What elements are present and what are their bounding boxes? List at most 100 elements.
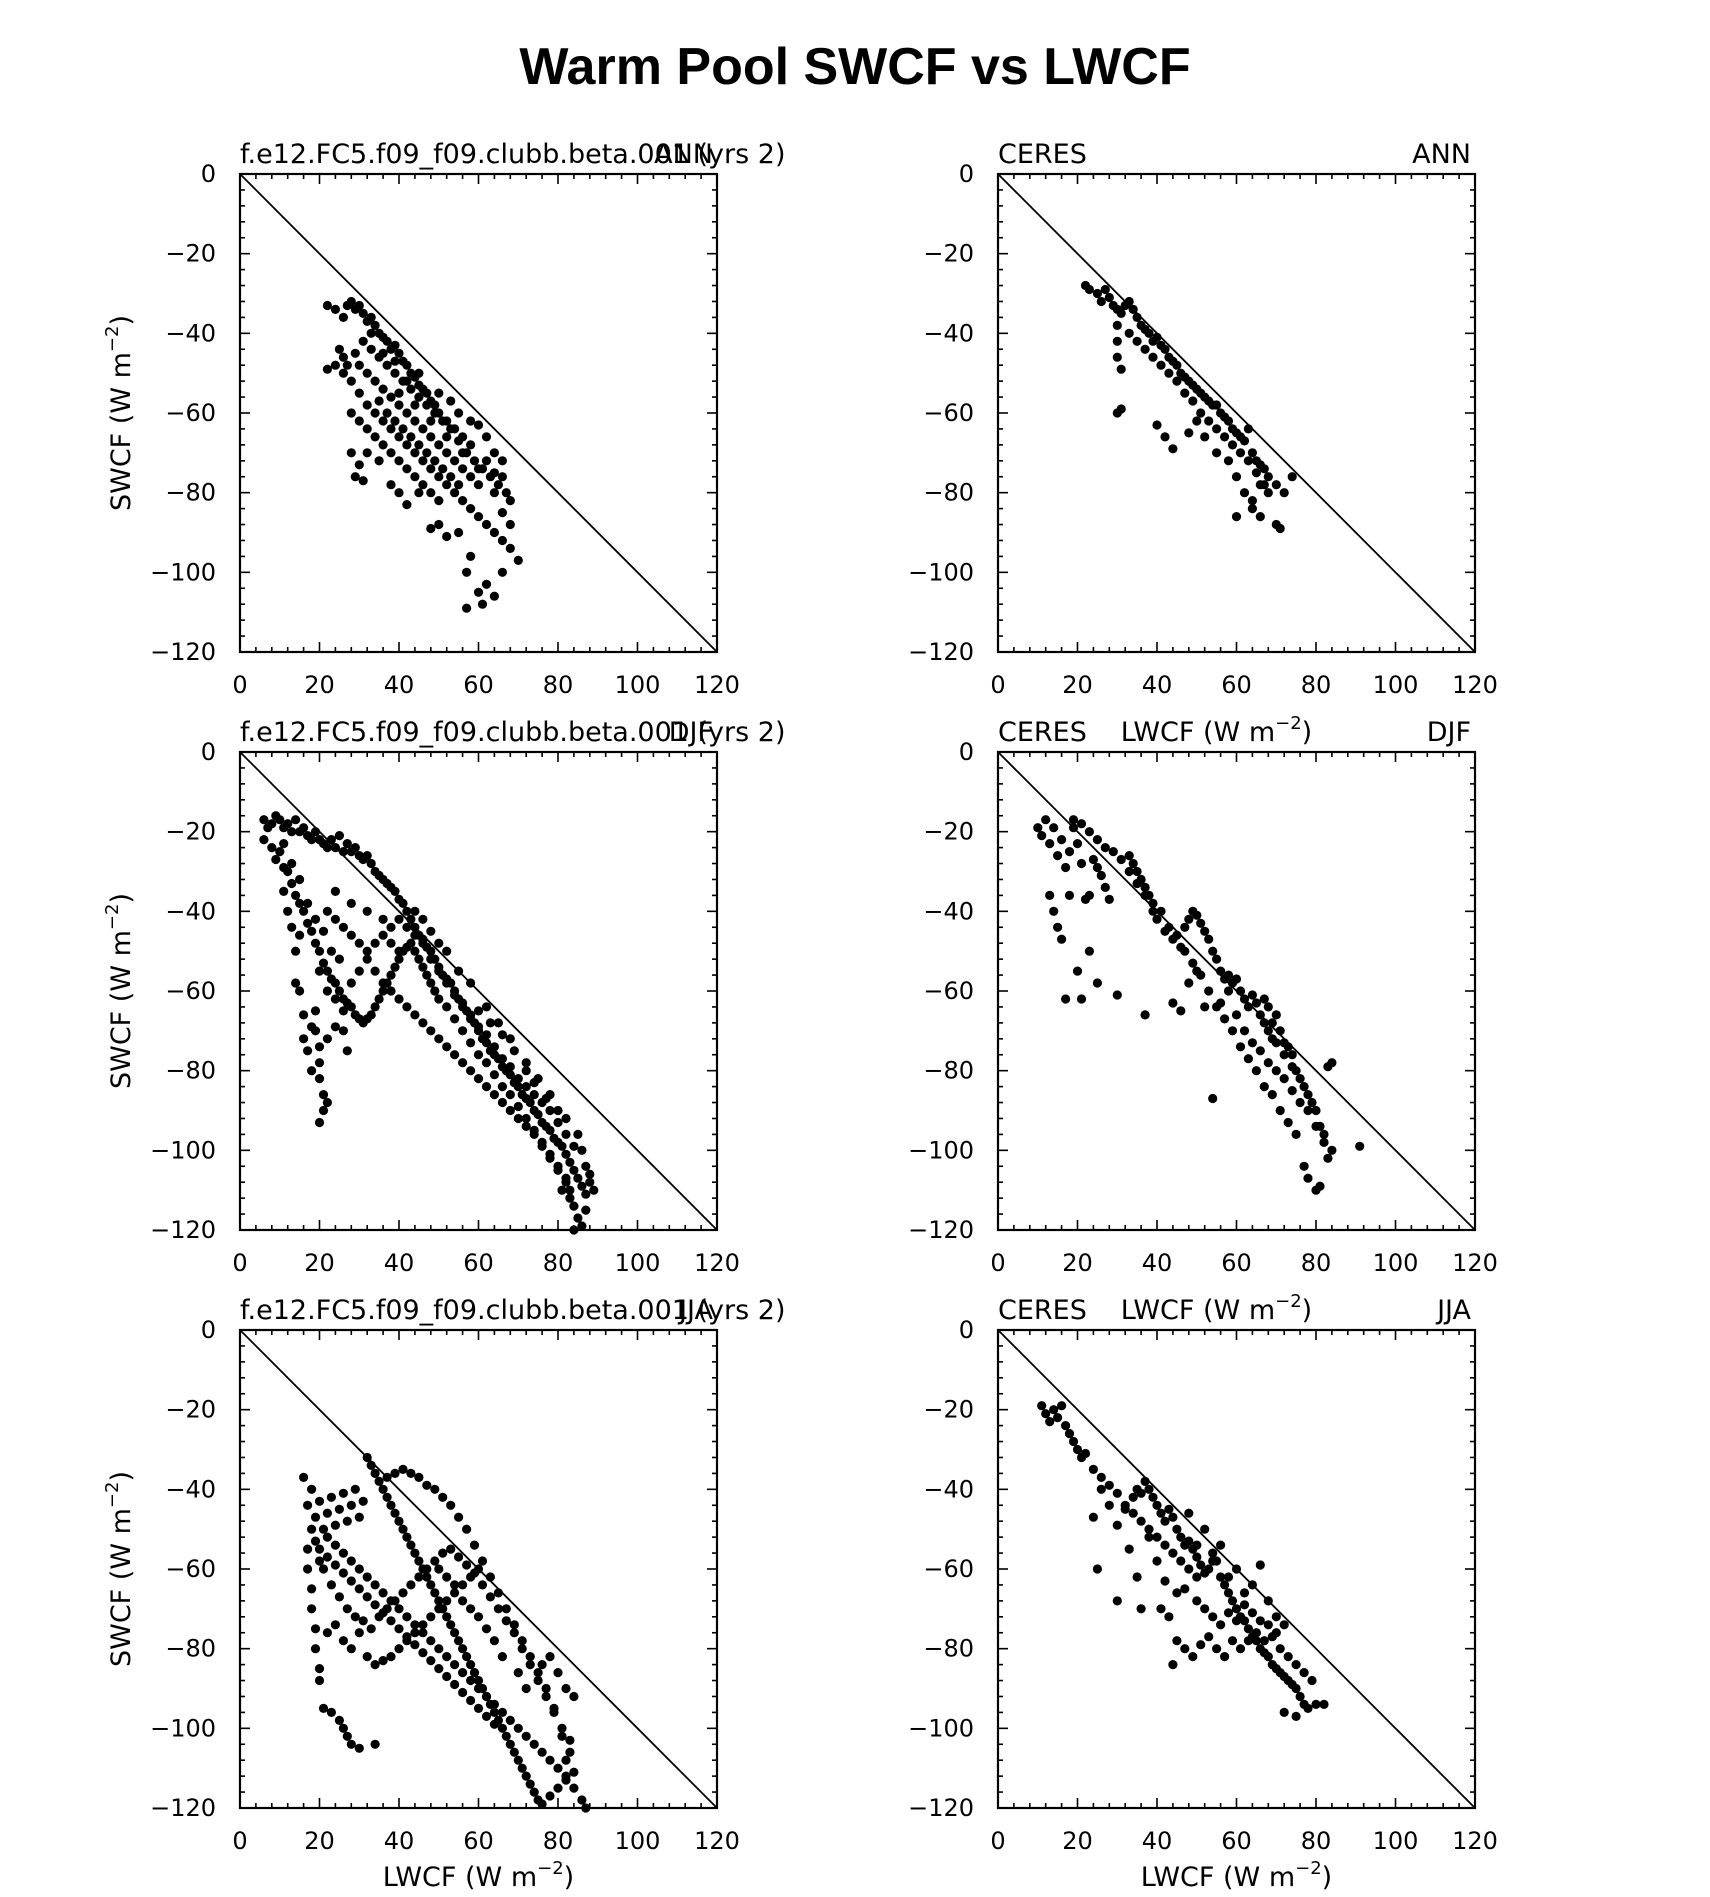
- data-point: [386, 424, 396, 434]
- data-point: [394, 348, 404, 358]
- data-point: [473, 1683, 484, 1694]
- data-point: [1160, 1516, 1170, 1526]
- data-point: [561, 1113, 571, 1124]
- data-point: [1156, 360, 1166, 370]
- x-tick-label: 80: [543, 1249, 574, 1277]
- data-point: [358, 476, 368, 486]
- data-point: [283, 866, 293, 877]
- y-tick-label: −100: [908, 558, 974, 586]
- x-tick-label: 20: [304, 1827, 335, 1855]
- data-point: [1164, 922, 1174, 932]
- data-point: [1299, 1668, 1309, 1678]
- data-point: [314, 1556, 325, 1566]
- data-point: [505, 543, 515, 554]
- data-point: [414, 368, 424, 378]
- data-point: [418, 456, 428, 466]
- data-point: [469, 1540, 480, 1550]
- data-points: [259, 811, 599, 1235]
- data-point: [1319, 1129, 1329, 1139]
- data-point: [291, 890, 301, 901]
- data-point: [477, 1580, 488, 1590]
- data-point: [581, 1205, 591, 1215]
- data-point: [450, 1588, 460, 1598]
- data-point: [1196, 918, 1206, 928]
- data-point: [1156, 1604, 1166, 1614]
- data-point: [346, 930, 356, 940]
- data-point: [1279, 1620, 1289, 1630]
- data-point: [366, 858, 376, 869]
- data-point: [1227, 1026, 1238, 1036]
- data-point: [569, 1783, 579, 1793]
- data-point: [310, 914, 321, 924]
- data-point: [537, 1747, 547, 1757]
- data-point: [334, 1504, 344, 1514]
- y-tick-label: −20: [165, 818, 216, 846]
- data-point: [418, 424, 428, 434]
- x-tick-label: 0: [990, 671, 1005, 699]
- data-point: [318, 1703, 329, 1713]
- data-point: [1033, 823, 1043, 833]
- data-point: [386, 1596, 396, 1606]
- panels: 0 20 40 60 80 100 120 0 −20 −40 −60 −80 −100 −120 f.e1…: [102, 139, 1498, 1893]
- data-point: [458, 1596, 468, 1606]
- data-point: [382, 336, 392, 346]
- x-tick-label: 60: [1221, 1827, 1252, 1855]
- data-point: [291, 946, 301, 956]
- data-point: [390, 416, 400, 426]
- data-point: [1231, 1604, 1242, 1614]
- data-point: [1208, 1548, 1218, 1558]
- x-tick-label: 0: [232, 1827, 247, 1855]
- x-tick-label: 0: [990, 1249, 1005, 1277]
- data-point: [1184, 978, 1194, 988]
- data-point: [1239, 1616, 1250, 1626]
- data-point: [414, 1472, 424, 1482]
- x-tick-label: 80: [543, 671, 574, 699]
- data-point: [1061, 1421, 1071, 1431]
- data-point: [370, 966, 380, 976]
- data-point: [450, 456, 460, 466]
- data-point: [1096, 296, 1106, 307]
- y-tick-label: −40: [165, 1475, 216, 1503]
- data-point: [326, 1580, 336, 1590]
- data-point: [442, 1612, 452, 1622]
- data-point: [322, 1508, 332, 1518]
- data-point: [1212, 448, 1222, 458]
- data-point: [513, 1723, 523, 1733]
- data-point: [1196, 970, 1206, 980]
- data-point: [402, 1532, 412, 1542]
- data-point: [318, 1105, 329, 1116]
- data-point: [1263, 1026, 1273, 1036]
- case-label: f.e12.FC5.f09_f09.clubb.beta.001 (yrs 2): [240, 139, 786, 170]
- data-point: [442, 978, 452, 988]
- data-point: [513, 1755, 523, 1765]
- data-point: [545, 1105, 555, 1116]
- data-point: [426, 416, 436, 426]
- x-tick-label: 80: [1301, 671, 1332, 699]
- data-point: [334, 831, 344, 841]
- data-point: [1259, 994, 1269, 1004]
- y-axis-title: SWCF (W m−2): [102, 893, 137, 1089]
- data-point: [434, 472, 444, 482]
- x-tick-label: 80: [1301, 1249, 1332, 1277]
- data-point: [1263, 1596, 1273, 1606]
- data-point: [473, 1050, 484, 1060]
- data-point: [517, 1763, 527, 1773]
- data-point: [1271, 480, 1281, 490]
- data-point: [418, 938, 428, 948]
- data-point: [378, 1588, 388, 1598]
- data-point: [1200, 1604, 1210, 1614]
- y-tick-label: 0: [201, 738, 216, 766]
- data-point: [303, 1564, 313, 1574]
- data-point: [386, 392, 396, 402]
- data-point: [545, 1153, 555, 1163]
- data-point: [577, 1145, 587, 1155]
- data-point: [565, 1747, 575, 1757]
- data-point: [394, 1624, 404, 1634]
- data-point: [589, 1185, 599, 1195]
- data-point: [581, 1189, 591, 1199]
- data-point: [1243, 424, 1253, 434]
- x-tick-label: 60: [463, 671, 494, 699]
- data-point: [382, 1472, 392, 1482]
- data-point: [1104, 292, 1114, 303]
- data-point: [1152, 914, 1162, 924]
